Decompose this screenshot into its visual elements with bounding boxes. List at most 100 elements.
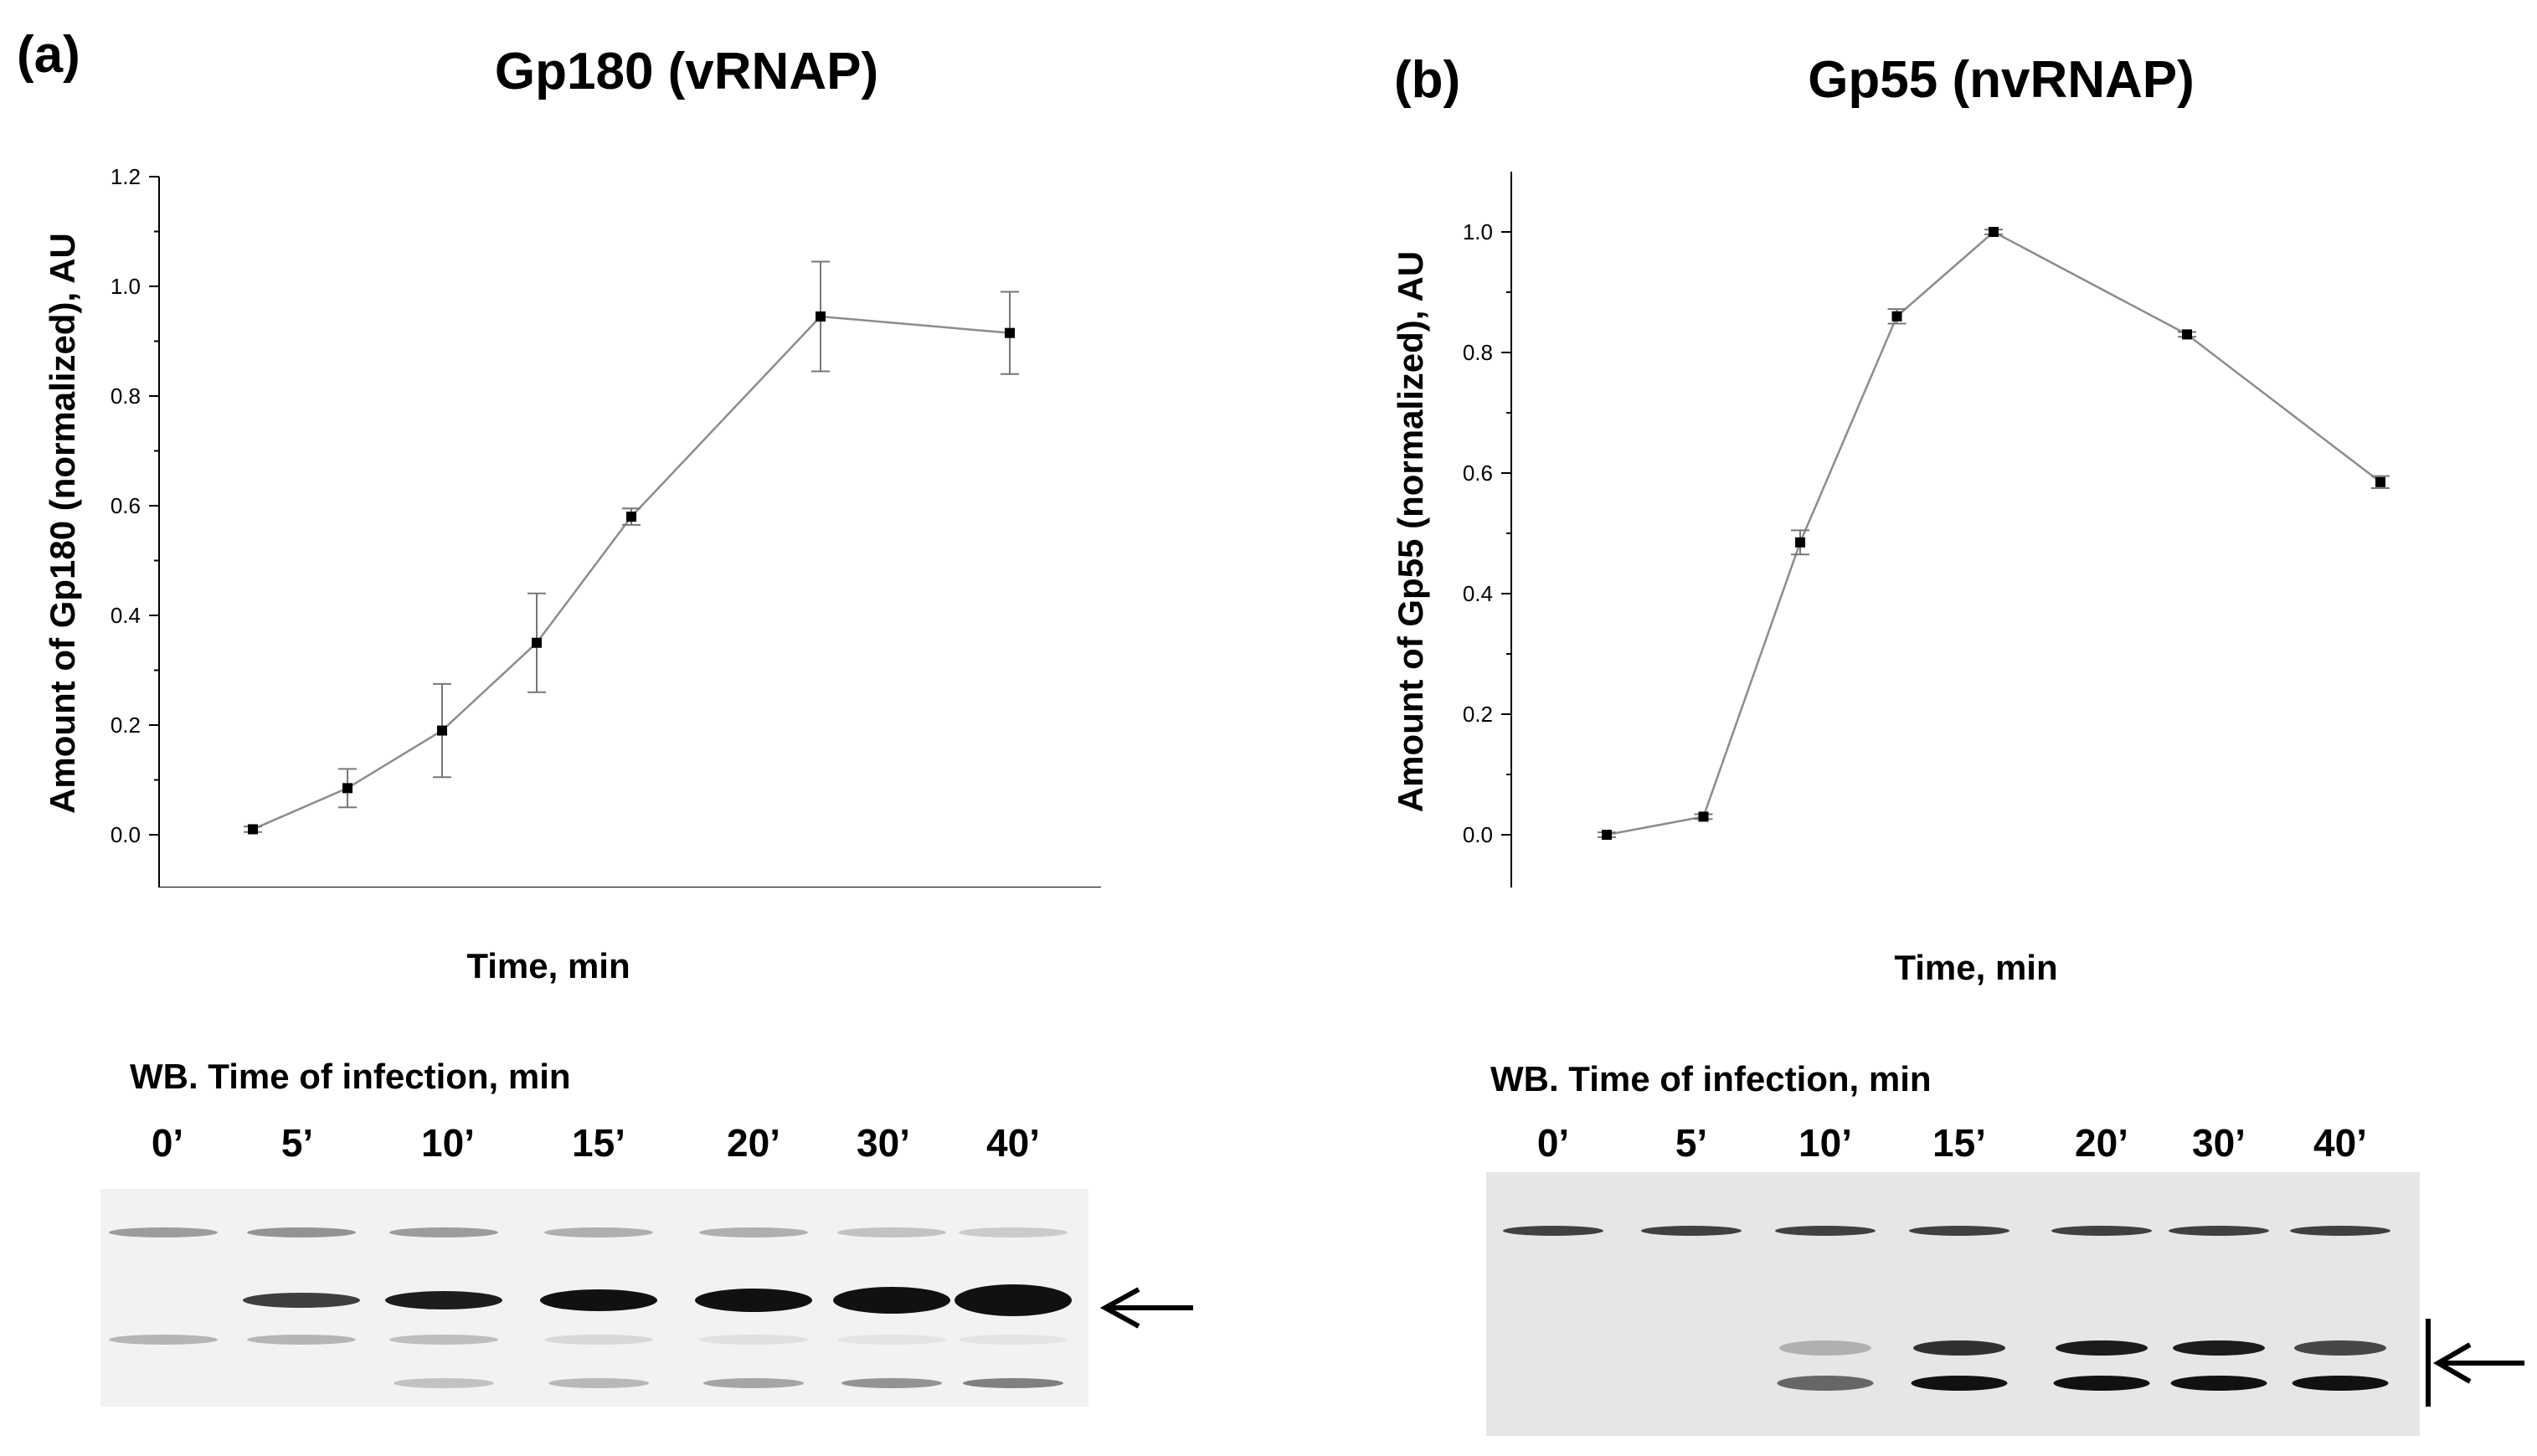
band-bottom bbox=[548, 1378, 649, 1388]
chart-b-x-axis-label: Time, min bbox=[1894, 948, 2058, 987]
band-upper bbox=[109, 1227, 218, 1237]
lane-label: 40’ bbox=[986, 1121, 1040, 1165]
panel-a-title: Gp180 (vRNAP) bbox=[494, 43, 879, 100]
band-bottom bbox=[394, 1378, 494, 1388]
band-target-upper bbox=[2173, 1340, 2265, 1356]
y-tick-label: 0.4 bbox=[1463, 581, 1493, 606]
band-upper bbox=[2051, 1226, 2152, 1236]
band-target-lower bbox=[2292, 1376, 2389, 1391]
western-blot-b bbox=[1486, 1172, 2524, 1436]
band-upper bbox=[959, 1227, 1068, 1237]
y-tick-label: 0.0 bbox=[1463, 822, 1493, 847]
lane-label: 10’ bbox=[421, 1121, 475, 1165]
band-upper bbox=[544, 1227, 653, 1237]
band-lower bbox=[247, 1335, 356, 1345]
lane-label: 5’ bbox=[280, 1121, 314, 1165]
band-target bbox=[695, 1289, 812, 1312]
data-point bbox=[2182, 329, 2192, 340]
band-upper bbox=[2290, 1226, 2390, 1236]
band-target-lower bbox=[1777, 1376, 1874, 1391]
lane-label: 5’ bbox=[1675, 1121, 1708, 1165]
y-tick-label: 0.2 bbox=[111, 713, 141, 738]
band-upper bbox=[1775, 1226, 1876, 1236]
panel-b-letter: (b) bbox=[1394, 51, 1461, 109]
chart-b-y-axis-label: Amount of Gp55 (normalized), AU bbox=[1391, 250, 1430, 813]
band-lower bbox=[389, 1335, 498, 1345]
lane-label: 30’ bbox=[857, 1121, 910, 1165]
data-point bbox=[816, 311, 826, 322]
blot-background bbox=[1486, 1172, 2420, 1436]
band-target-lower bbox=[2053, 1376, 2150, 1391]
panel-a-wb-title: WB. Time of infection, min bbox=[130, 1057, 571, 1096]
band-lower bbox=[544, 1335, 653, 1345]
band-bottom bbox=[841, 1378, 942, 1388]
lane-label: 15’ bbox=[1932, 1121, 1986, 1165]
y-tick-label: 0.6 bbox=[1463, 460, 1493, 486]
band-target-upper bbox=[2294, 1340, 2386, 1356]
y-tick-label: 0.8 bbox=[1463, 340, 1493, 365]
y-tick-label: 0.8 bbox=[111, 383, 141, 409]
y-tick-label: 0.2 bbox=[1463, 702, 1493, 727]
band-target bbox=[385, 1291, 502, 1309]
lane-label: 20’ bbox=[727, 1121, 780, 1165]
band-target-upper bbox=[1779, 1340, 1871, 1356]
arrow-icon-head bbox=[1099, 1287, 1140, 1329]
band-target bbox=[955, 1284, 1072, 1316]
y-tick-label: 0.4 bbox=[111, 603, 141, 628]
chart-b: 0.00.20.40.60.81.0010203040 bbox=[1463, 172, 2390, 887]
band-target-lower bbox=[2170, 1376, 2267, 1391]
band-upper bbox=[1909, 1226, 2010, 1236]
band-upper bbox=[389, 1227, 498, 1237]
band-upper bbox=[1503, 1226, 1603, 1236]
band-target-upper bbox=[2056, 1340, 2148, 1356]
band-target-upper bbox=[1913, 1340, 2005, 1356]
data-point bbox=[437, 725, 447, 736]
data-point bbox=[626, 512, 636, 522]
series-line bbox=[1606, 230, 2381, 836]
y-tick-label: 0.6 bbox=[111, 493, 141, 518]
panel-b-title: Gp55 (nvRNAP) bbox=[1808, 51, 2195, 109]
arrow-icon-head bbox=[2433, 1342, 2472, 1384]
lane-label: 10’ bbox=[1799, 1121, 1852, 1165]
panel-b-wb-title: WB. Time of infection, min bbox=[1490, 1059, 1932, 1098]
data-point bbox=[248, 824, 258, 835]
data-point bbox=[1989, 227, 1999, 237]
band-upper bbox=[837, 1227, 946, 1237]
data-point bbox=[1698, 811, 1709, 822]
panel-a-letter: (a) bbox=[17, 26, 80, 84]
y-tick-label: 1.0 bbox=[111, 274, 141, 299]
band-bottom bbox=[703, 1378, 804, 1388]
band-lower bbox=[959, 1335, 1068, 1345]
lane-label: 0’ bbox=[1536, 1121, 1570, 1165]
data-point bbox=[1602, 830, 1612, 840]
western-blot-a bbox=[100, 1189, 1193, 1407]
data-point bbox=[1005, 327, 1015, 338]
data-point bbox=[342, 783, 353, 794]
band-lower bbox=[109, 1335, 218, 1345]
band-bottom bbox=[963, 1378, 1063, 1388]
y-tick-label: 1.2 bbox=[111, 164, 141, 189]
band-lower bbox=[837, 1335, 946, 1345]
band-target-lower bbox=[1911, 1376, 2008, 1391]
band-lower bbox=[699, 1335, 808, 1345]
y-tick-label: 0.0 bbox=[111, 822, 141, 847]
band-target bbox=[540, 1289, 657, 1311]
data-point bbox=[1795, 537, 1805, 548]
data-point bbox=[532, 637, 542, 648]
lane-label: 15’ bbox=[572, 1121, 625, 1165]
band-upper bbox=[2169, 1226, 2269, 1236]
y-tick-label: 1.0 bbox=[1463, 219, 1493, 244]
lane-label: 0’ bbox=[151, 1121, 184, 1165]
lane-label: 30’ bbox=[2192, 1121, 2246, 1165]
data-point bbox=[2375, 476, 2385, 487]
lane-label: 40’ bbox=[2313, 1121, 2367, 1165]
chart-a: 0.00.20.40.60.81.01.2010203040 bbox=[111, 164, 1101, 887]
band-upper bbox=[247, 1227, 356, 1237]
band-target bbox=[243, 1293, 360, 1308]
data-point bbox=[1891, 311, 1902, 322]
band-target bbox=[833, 1287, 950, 1314]
lane-label: 20’ bbox=[2075, 1121, 2128, 1165]
band-upper bbox=[1641, 1226, 1742, 1236]
chart-a-x-axis-label: Time, min bbox=[466, 946, 630, 985]
band-upper bbox=[699, 1227, 808, 1237]
